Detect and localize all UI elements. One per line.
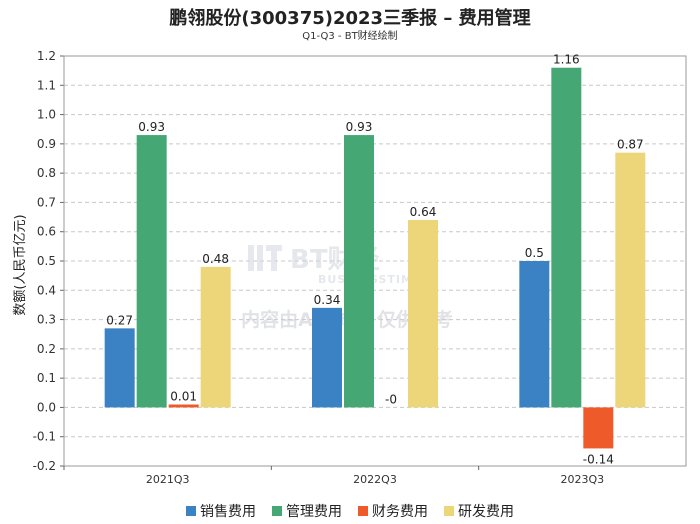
- y-tick-label: 0.1: [37, 371, 56, 385]
- legend-swatch: [186, 506, 196, 516]
- y-tick-label: 1.0: [37, 108, 56, 122]
- data-label: 0.87: [617, 138, 644, 152]
- y-tick-label: 1.1: [37, 78, 56, 92]
- chart-title: 鹏翎股份(300375)2023三季报 – 费用管理: [169, 8, 531, 29]
- bar-管理费用-2022Q3: [344, 135, 374, 408]
- legend-swatch: [272, 506, 282, 516]
- bar-chart: BT财经 BUSINESSTIMES 内容由AI生成，仅供参考 -0.2-0.1…: [13, 49, 687, 486]
- bar-销售费用-2022Q3: [312, 307, 342, 408]
- x-tick-label: 2022Q3: [353, 473, 397, 486]
- plot-frame: [63, 55, 687, 467]
- data-label: -0: [385, 392, 397, 406]
- data-label: 0.01: [170, 390, 197, 404]
- bar-销售费用-2023Q3: [519, 261, 550, 408]
- data-labels: 0.27 0.93 0.01 0.48 0.34 0.93 -0 0.64 0.5 1.16 -0.…: [106, 53, 643, 467]
- data-label: 0.93: [346, 120, 373, 134]
- y-tick-label: 0.3: [37, 313, 56, 327]
- chart-subtitle: Q1-Q3 - BT财经绘制: [302, 31, 398, 42]
- bar-管理费用-2023Q3: [551, 67, 582, 408]
- data-label: 0.93: [138, 120, 165, 134]
- data-label: 0.64: [410, 205, 437, 219]
- data-label: 0.34: [314, 293, 341, 307]
- x-tick-label: 2021Q3: [146, 473, 190, 486]
- legend-item: 财务费用: [358, 501, 428, 521]
- legend-label: 研发费用: [458, 504, 514, 520]
- y-tick-label: -0.1: [33, 430, 56, 444]
- y-tick-label: 1.2: [37, 49, 56, 63]
- bar-销售费用-2021Q3: [104, 328, 135, 408]
- axes: -0.2 -0.1 0.0 0.1 0.2 0.3 0.4 0.5 0.6 0.7 0.8 0.9 1.…: [33, 49, 687, 486]
- data-label: 0.5: [525, 246, 544, 260]
- data-label: 0.27: [106, 313, 133, 327]
- bar-管理费用-2021Q3: [136, 135, 167, 408]
- legend-item: 销售费用: [186, 501, 256, 521]
- legend: 销售费用 管理费用 财务费用 研发费用: [0, 501, 700, 521]
- bar-财务费用-2023Q3: [583, 407, 614, 449]
- y-tick-label: 0.4: [37, 283, 56, 297]
- bar-研发费用-2023Q3: [615, 152, 646, 408]
- bar-财务费用-2021Q3: [168, 404, 199, 408]
- bar-研发费用-2022Q3: [408, 220, 438, 408]
- legend-item: 研发费用: [444, 501, 514, 521]
- bt-logo-icon: [248, 245, 282, 271]
- bar-研发费用-2021Q3: [200, 266, 231, 408]
- y-tick-label: 0.9: [37, 137, 56, 151]
- legend-swatch: [444, 506, 454, 516]
- data-label: -0.14: [583, 452, 614, 466]
- y-tick-label: -0.2: [33, 459, 56, 473]
- y-tick-label: 0.6: [37, 225, 56, 239]
- legend-label: 销售费用: [200, 504, 256, 520]
- y-tick-label: 0.8: [37, 166, 56, 180]
- legend-item: 管理费用: [272, 501, 342, 521]
- data-label: 0.48: [202, 252, 229, 266]
- y-tick-label: 0.7: [37, 195, 56, 209]
- bars: [104, 67, 646, 449]
- y-axis-label: 数额(人民币亿元): [13, 214, 28, 315]
- y-tick-label: 0.0: [37, 400, 56, 414]
- y-tick-label: 0.5: [37, 254, 56, 268]
- data-label: 1.16: [553, 53, 580, 67]
- legend-swatch: [358, 506, 368, 516]
- x-tick-label: 2023Q3: [561, 473, 605, 486]
- legend-label: 管理费用: [286, 504, 342, 520]
- legend-label: 财务费用: [372, 504, 428, 520]
- y-tick-label: 0.2: [37, 342, 56, 356]
